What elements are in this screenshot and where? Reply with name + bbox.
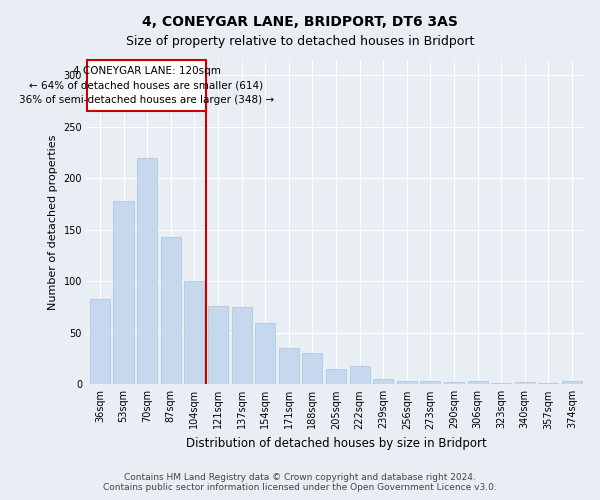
Bar bbox=[302, 354, 322, 384]
Bar bbox=[208, 306, 228, 384]
Bar bbox=[137, 158, 157, 384]
Bar bbox=[562, 381, 582, 384]
X-axis label: Distribution of detached houses by size in Bridport: Distribution of detached houses by size … bbox=[185, 437, 487, 450]
Bar bbox=[90, 299, 110, 384]
Text: Contains HM Land Registry data © Crown copyright and database right 2024.
Contai: Contains HM Land Registry data © Crown c… bbox=[103, 473, 497, 492]
Text: 36% of semi-detached houses are larger (348) →: 36% of semi-detached houses are larger (… bbox=[19, 95, 274, 105]
Bar bbox=[350, 366, 370, 384]
Bar bbox=[421, 381, 440, 384]
Bar bbox=[397, 381, 417, 384]
Y-axis label: Number of detached properties: Number of detached properties bbox=[48, 134, 58, 310]
FancyBboxPatch shape bbox=[87, 60, 206, 112]
Text: 4 CONEYGAR LANE: 120sqm: 4 CONEYGAR LANE: 120sqm bbox=[73, 66, 220, 76]
Bar bbox=[467, 381, 488, 384]
Bar bbox=[255, 322, 275, 384]
Bar bbox=[184, 282, 205, 385]
Bar bbox=[232, 307, 251, 384]
Text: Size of property relative to detached houses in Bridport: Size of property relative to detached ho… bbox=[126, 35, 474, 48]
Text: 4, CONEYGAR LANE, BRIDPORT, DT6 3AS: 4, CONEYGAR LANE, BRIDPORT, DT6 3AS bbox=[142, 15, 458, 29]
Bar bbox=[279, 348, 299, 384]
Text: ← 64% of detached houses are smaller (614): ← 64% of detached houses are smaller (61… bbox=[29, 80, 263, 90]
Bar bbox=[515, 382, 535, 384]
Bar bbox=[373, 379, 393, 384]
Bar bbox=[326, 369, 346, 384]
Bar bbox=[161, 237, 181, 384]
Bar bbox=[444, 382, 464, 384]
Bar bbox=[113, 201, 134, 384]
